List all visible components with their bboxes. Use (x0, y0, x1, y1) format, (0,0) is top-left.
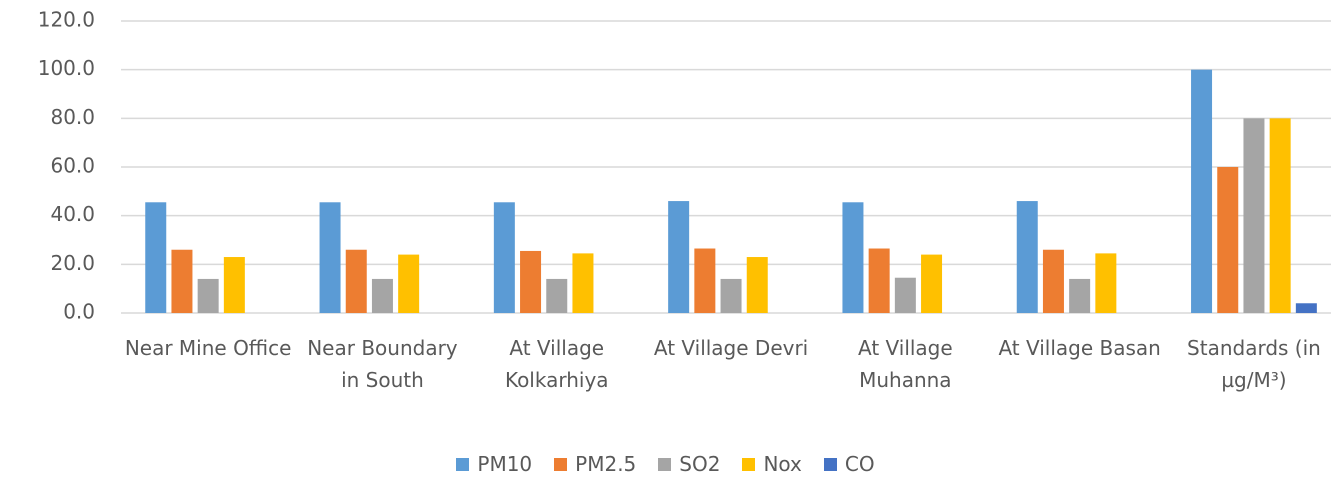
bar (894, 277, 916, 313)
bar (694, 248, 716, 313)
bar (1069, 278, 1091, 313)
bar (345, 249, 367, 313)
bar (371, 278, 393, 313)
bar (520, 250, 542, 313)
bar (145, 202, 167, 313)
legend: PM10 PM2.5 SO2 Nox CO (0, 452, 1331, 476)
x-tick-label: Near Mine Office (124, 336, 292, 360)
y-tick-label: 40.0 (50, 202, 95, 226)
legend-item: Nox (742, 452, 802, 476)
bar (398, 254, 420, 313)
bar (319, 202, 341, 313)
x-tick-label: At Village Devri (653, 336, 809, 360)
legend-item: PM10 (456, 452, 532, 476)
legend-item: PM2.5 (554, 452, 636, 476)
bar (746, 257, 768, 313)
bar (1191, 69, 1213, 314)
bar (1095, 253, 1117, 313)
legend-label: PM2.5 (575, 452, 637, 476)
legend-swatch (823, 457, 837, 471)
bar (842, 202, 864, 313)
legend-label: PM10 (477, 452, 533, 476)
legend-swatch (554, 457, 568, 471)
bar (868, 248, 890, 313)
y-tick-label: 20.0 (50, 251, 95, 275)
bar (572, 253, 594, 313)
x-tick-label: At Village Muhanna (857, 336, 953, 392)
y-tick-label: 120.0 (38, 8, 95, 32)
x-tick-label: At Village Basan (998, 336, 1161, 360)
x-tick-label: At Village Kolkarhiya (504, 336, 609, 392)
bar (171, 249, 193, 313)
x-tick-label: Standards (in µg/M³) (1187, 336, 1321, 392)
bar (1042, 249, 1064, 313)
legend-item: CO (823, 452, 875, 476)
bar (546, 278, 568, 313)
legend-label: Nox (763, 452, 802, 476)
legend-swatch (456, 457, 470, 471)
y-tick-label: 60.0 (50, 154, 95, 178)
bar (1217, 167, 1239, 313)
bar (921, 254, 943, 313)
legend-swatch (658, 457, 672, 471)
y-tick-label: 0.0 (63, 300, 95, 324)
bar (1269, 118, 1291, 313)
bar (720, 278, 742, 313)
bar (668, 201, 690, 313)
legend-item: SO2 (658, 452, 720, 476)
bar (1295, 303, 1317, 313)
y-tick-label: 100.0 (38, 56, 95, 80)
bar (1243, 118, 1265, 313)
legend-label: SO2 (679, 452, 721, 476)
bar (197, 278, 219, 313)
bar (223, 257, 245, 313)
legend-swatch (742, 457, 756, 471)
y-tick-label: 80.0 (50, 105, 95, 129)
bar (1016, 201, 1038, 313)
legend-label: CO (844, 452, 875, 476)
x-tick-label: Near Boundary in South (307, 336, 458, 392)
bar (493, 202, 515, 313)
